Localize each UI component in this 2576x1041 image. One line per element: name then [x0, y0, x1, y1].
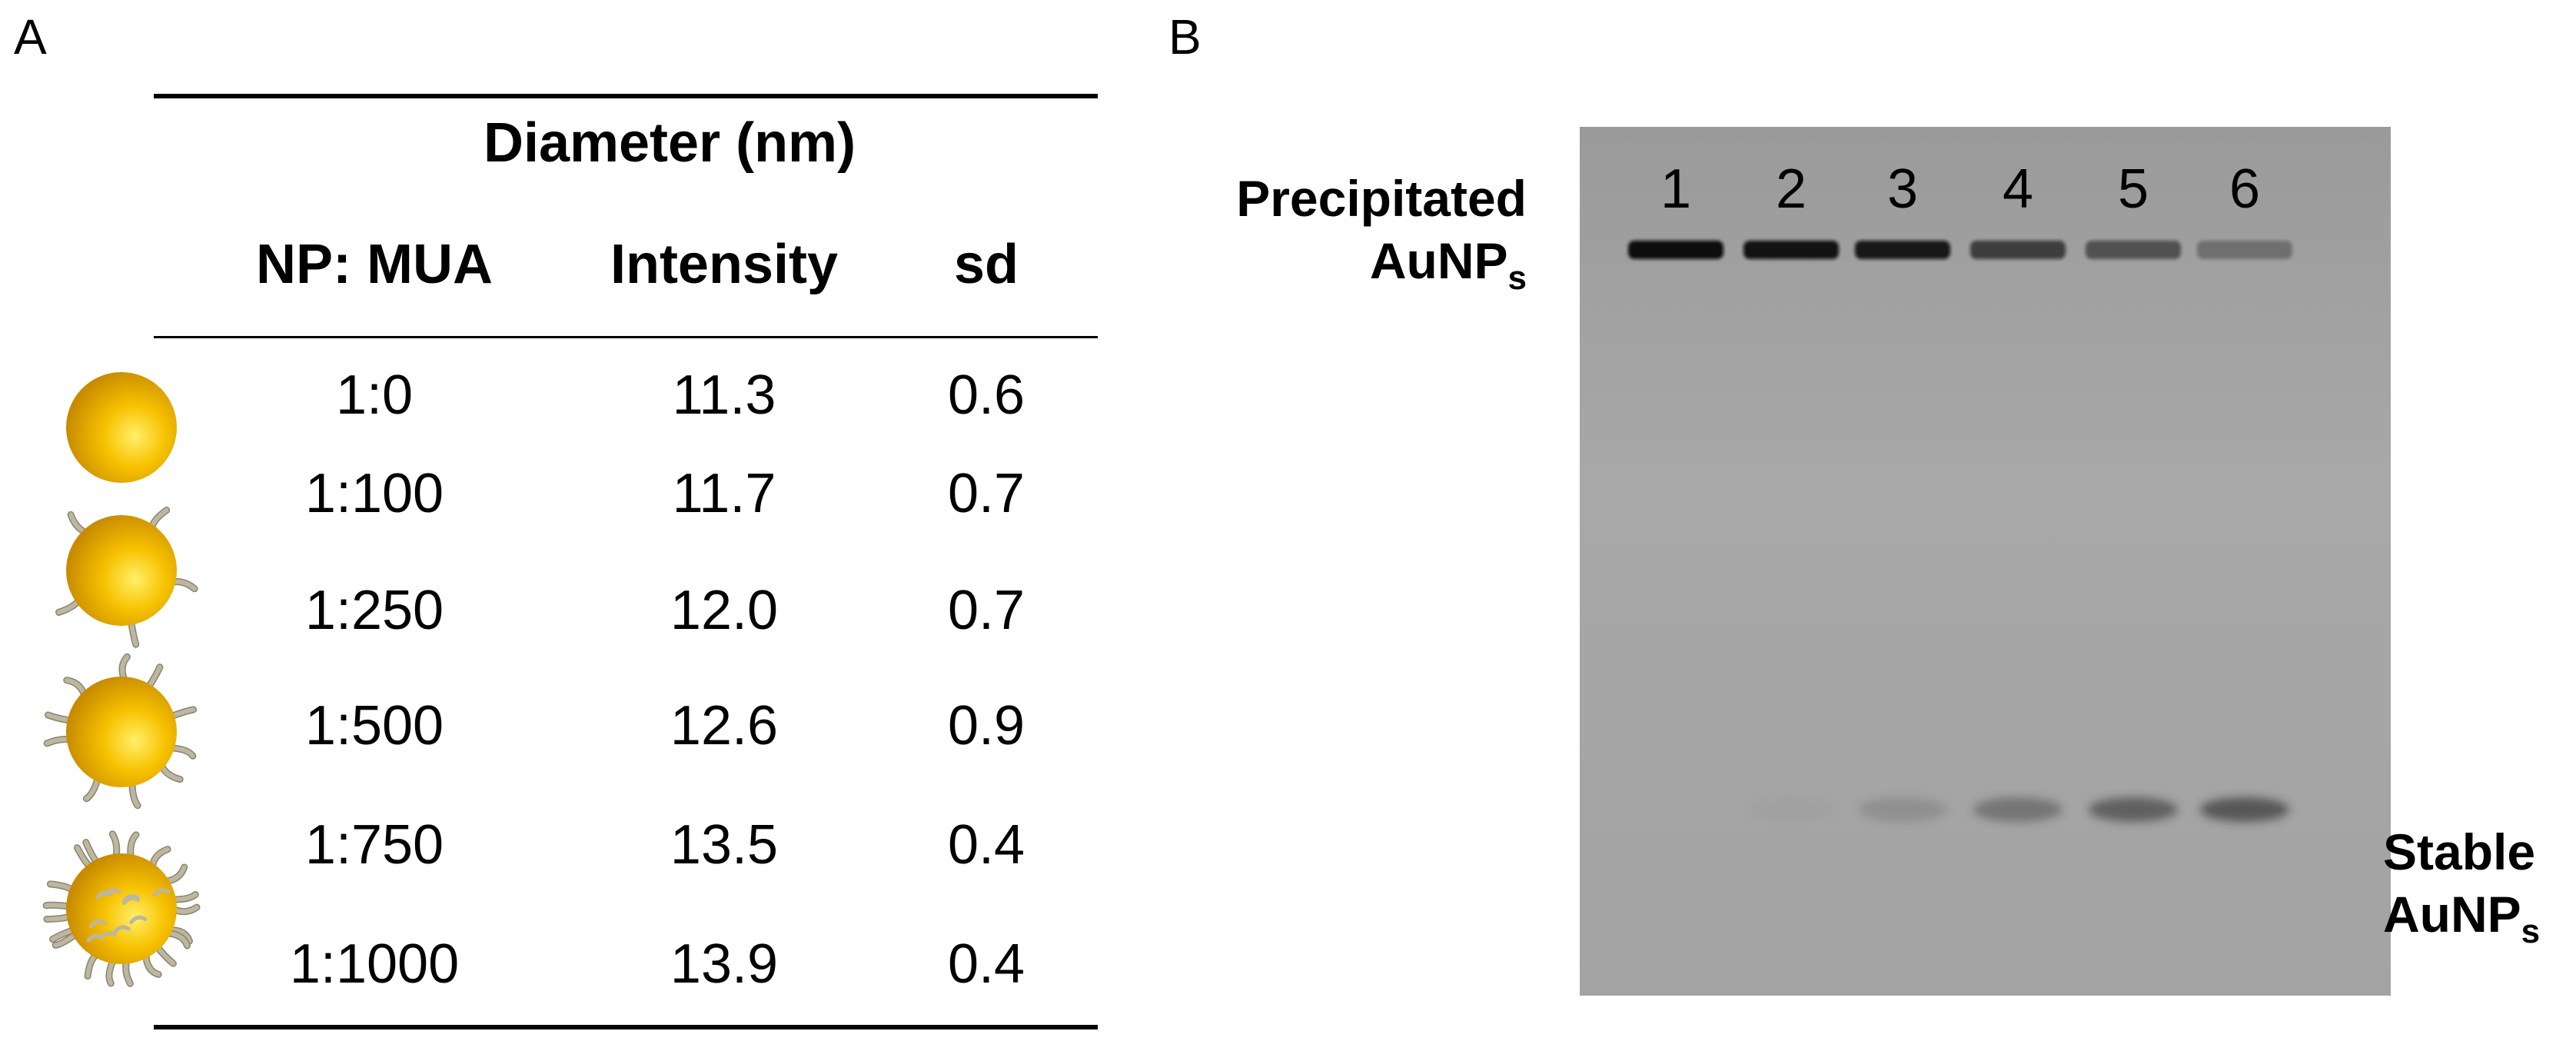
dense-mua-nanoparticle-icon	[42, 830, 201, 987]
table-cell-intensity: 13.5	[670, 814, 779, 876]
lane-number-2: 2	[1775, 158, 1807, 220]
table-cell-sd: 0.7	[947, 463, 1025, 524]
precipitated-label-line1: Precipitated	[1236, 170, 1527, 227]
lane-number-4: 4	[2002, 158, 2034, 220]
nanoparticle-icons	[42, 372, 201, 987]
gel-background	[1580, 127, 2391, 996]
table-cell-ratio: 1:1000	[289, 933, 460, 995]
panel-a-label: A	[14, 9, 47, 65]
stable-label-line2: AuNPs	[2383, 885, 2541, 950]
sparse-mua-nanoparticle-icon	[55, 507, 198, 648]
table-cell-ratio: 1:0	[335, 364, 414, 426]
gel-svg	[1580, 127, 2391, 996]
stable-band-lane-4	[1973, 797, 2062, 822]
gel-image	[1580, 127, 2391, 996]
table-cell-intensity: 13.9	[670, 933, 779, 995]
stable-band-lane-3	[1858, 797, 1947, 822]
lane-number-5: 5	[2117, 158, 2149, 220]
column-header-sd: sd	[953, 234, 1019, 295]
table-cell-intensity: 11.3	[672, 364, 776, 426]
stable-label-line1: Stable	[2383, 823, 2536, 880]
lane-number-1: 1	[1660, 158, 1692, 220]
table-cell-sd: 0.6	[947, 364, 1025, 426]
panel-b-label: B	[1168, 9, 1202, 65]
table-header-rule	[154, 336, 1098, 338]
column-header-ratio: NP: MUA	[256, 234, 493, 295]
table-cell-intensity: 11.7	[672, 463, 776, 524]
table-top-rule	[154, 94, 1098, 98]
table-cell-sd: 0.7	[947, 580, 1025, 641]
lane-number-3: 3	[1886, 158, 1919, 220]
table-cell-sd: 0.4	[947, 933, 1025, 995]
table-cell-intensity: 12.6	[670, 695, 779, 757]
table-cell-sd: 0.9	[947, 695, 1025, 757]
table-cell-ratio: 1:750	[304, 814, 444, 876]
stable-band-lane-2	[1747, 797, 1836, 822]
precipitated-band-lane-5	[2086, 241, 2181, 259]
bare-gold-nanoparticle-icon	[66, 372, 177, 483]
table-cell-ratio: 1:250	[304, 580, 444, 641]
lane-number-6: 6	[2229, 158, 2261, 220]
diameter-group-header: Diameter (nm)	[483, 112, 856, 174]
column-header-intensity: Intensity	[610, 234, 839, 295]
precipitated-band-lane-3	[1855, 241, 1950, 259]
precipitated-band-lane-2	[1743, 241, 1839, 259]
table-cell-ratio: 1:500	[304, 695, 444, 757]
precipitated-label-line2: AuNPs	[1369, 231, 1527, 297]
stable-band-lane-6	[2200, 797, 2289, 822]
table-cell-intensity: 12.0	[670, 580, 779, 641]
precipitated-band-lane-1	[1628, 241, 1723, 259]
table-bottom-rule	[154, 1025, 1098, 1029]
precipitated-band-lane-6	[2197, 241, 2292, 259]
table-cell-sd: 0.4	[947, 814, 1025, 876]
precipitated-band-lane-4	[1970, 241, 2066, 259]
table-cell-ratio: 1:100	[304, 463, 444, 524]
medium-mua-nanoparticle-icon	[43, 653, 198, 810]
stable-aunps-label: Stable AuNPs	[2383, 821, 2540, 952]
precipitated-aunps-label: Precipitated AuNPs	[1236, 168, 1527, 298]
stable-band-lane-5	[2089, 797, 2178, 822]
